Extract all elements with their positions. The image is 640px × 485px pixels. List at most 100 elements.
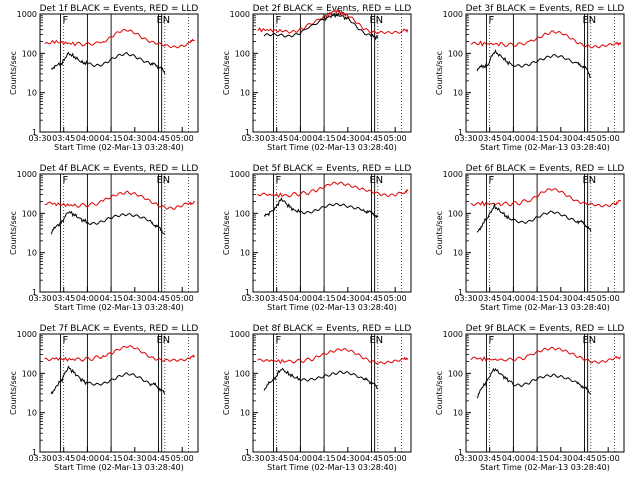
y-tick-label: 1 <box>245 128 250 137</box>
flag-label-n: N <box>163 15 170 26</box>
x-tick-label: 03:45 <box>265 294 288 303</box>
x-tick-label: 04:30 <box>549 134 572 143</box>
x-tick-label: 04:30 <box>336 294 359 303</box>
flag-label-n: N <box>589 15 596 26</box>
x-tick-label: 05:00 <box>597 134 620 143</box>
x-tick-label: 04:45 <box>573 294 596 303</box>
plot-frame <box>252 13 412 133</box>
x-tick-label: 05:00 <box>171 454 194 463</box>
x-tick-label: 04:45 <box>573 454 596 463</box>
y-tick-label: 10 <box>27 89 37 98</box>
chart-title: Det 7f BLACK = Events, RED = LLD <box>40 324 199 334</box>
y-tick-label: 1 <box>245 448 250 457</box>
chart-title: Det 5f BLACK = Events, RED = LLD <box>253 164 412 174</box>
lld-series-line <box>470 30 622 49</box>
x-tick-label: 03:45 <box>478 454 501 463</box>
y-tick-label: 10 <box>27 249 37 258</box>
x-tick-label: 03:30 <box>241 134 264 143</box>
chart-title: Det 4f BLACK = Events, RED = LLD <box>40 164 199 174</box>
detector-panel-4: Det 4f BLACK = Events, RED = LLD 1 10 100 10… <box>9 164 199 312</box>
events-series-line <box>263 197 379 219</box>
detector-panel-1: Det 1f BLACK = Events, RED = LLD 1 10 100 10… <box>9 4 199 152</box>
flag-label-e: E <box>157 175 163 186</box>
y-tick-label: 1000 <box>230 330 250 339</box>
chart-title: Det 3f BLACK = Events, RED = LLD <box>466 4 625 14</box>
x-axis-label: Start Time (02-Mar-13 03:28:40) <box>54 463 184 472</box>
y-axis-label: Counts/sec <box>9 211 18 255</box>
x-tick-label: 05:00 <box>597 294 620 303</box>
y-tick-label: 10 <box>240 89 250 98</box>
y-tick-label: 100 <box>448 209 463 218</box>
x-tick-label: 03:45 <box>52 454 75 463</box>
plot-frame <box>465 13 625 133</box>
y-tick-label: 1 <box>458 288 463 297</box>
flag-label-e: E <box>583 335 589 346</box>
x-tick-label: 04:45 <box>360 134 383 143</box>
x-tick-label: 04:15 <box>526 134 549 143</box>
y-tick-label: 100 <box>235 369 250 378</box>
x-tick-label: 04:00 <box>502 294 525 303</box>
flag-label-e: E <box>157 335 163 346</box>
plot-frame <box>465 333 625 453</box>
x-axis-label: Start Time (02-Mar-13 03:28:40) <box>267 143 397 152</box>
detector-panel-6: Det 6f BLACK = Events, RED = LLD 1 10 100 10… <box>435 164 625 312</box>
plot-frame <box>39 173 199 293</box>
events-series-line <box>50 51 166 75</box>
y-tick-label: 1 <box>245 288 250 297</box>
x-tick-label: 04:45 <box>147 294 170 303</box>
chart-title: Det 1f BLACK = Events, RED = LLD <box>40 4 199 14</box>
lld-series-line <box>44 28 195 49</box>
x-tick-label: 04:30 <box>123 134 146 143</box>
flag-label-e: E <box>370 15 376 26</box>
flag-label-e: E <box>370 175 376 186</box>
x-tick-label: 04:30 <box>123 294 146 303</box>
y-tick-label: 10 <box>453 409 463 418</box>
detector-panel-7: Det 7f BLACK = Events, RED = LLD 1 10 100 10… <box>9 324 199 472</box>
y-tick-label: 1 <box>458 448 463 457</box>
plot-frame <box>465 173 625 293</box>
plot-frame <box>39 13 199 133</box>
x-tick-label: 04:00 <box>502 454 525 463</box>
y-tick-label: 100 <box>448 369 463 378</box>
x-tick-label: 05:00 <box>171 294 194 303</box>
x-tick-label: 05:00 <box>384 294 407 303</box>
y-tick-label: 100 <box>235 209 250 218</box>
plot-frame <box>252 173 412 293</box>
x-tick-label: 04:45 <box>360 294 383 303</box>
x-tick-label: 03:45 <box>52 294 75 303</box>
lld-series-line <box>257 181 409 199</box>
x-tick-label: 03:30 <box>241 454 264 463</box>
x-tick-label: 04:15 <box>313 454 336 463</box>
y-axis-label: Counts/sec <box>222 371 231 415</box>
flag-label-f: F <box>276 15 282 26</box>
flag-label-n: N <box>376 335 383 346</box>
y-tick-label: 100 <box>448 49 463 58</box>
events-series-line <box>476 49 591 78</box>
flag-label-f: F <box>276 175 282 186</box>
events-series-line <box>476 202 592 233</box>
lld-series-line <box>470 346 622 364</box>
chart-title: Det 9f BLACK = Events, RED = LLD <box>466 324 625 334</box>
y-tick-label: 1000 <box>443 330 463 339</box>
flag-label-n: N <box>163 175 170 186</box>
x-axis-label: Start Time (02-Mar-13 03:28:40) <box>267 463 397 472</box>
y-tick-label: 1 <box>32 288 37 297</box>
flag-label-n: N <box>589 175 596 186</box>
y-tick-label: 100 <box>22 209 37 218</box>
x-tick-label: 03:45 <box>265 454 288 463</box>
x-tick-label: 04:15 <box>526 454 549 463</box>
plot-frame <box>252 333 412 453</box>
y-tick-label: 1 <box>458 128 463 137</box>
x-tick-label: 04:45 <box>360 454 383 463</box>
x-tick-label: 04:00 <box>289 454 312 463</box>
lld-series-line <box>470 188 622 208</box>
flag-label-n: N <box>163 335 170 346</box>
x-tick-label: 04:45 <box>147 134 170 143</box>
x-axis-label: Start Time (02-Mar-13 03:28:40) <box>267 303 397 312</box>
flag-label-f: F <box>63 15 69 26</box>
lld-series-line <box>257 8 409 35</box>
y-tick-label: 100 <box>22 369 37 378</box>
y-axis-label: Counts/sec <box>9 371 18 415</box>
x-tick-label: 04:00 <box>289 134 312 143</box>
x-axis-label: Start Time (02-Mar-13 03:28:40) <box>480 463 610 472</box>
